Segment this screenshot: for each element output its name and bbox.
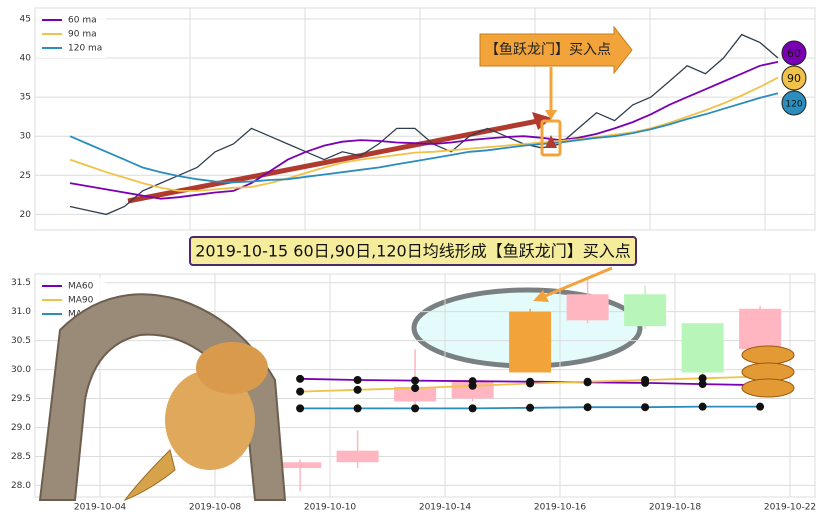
ma-point [411,384,420,393]
y-tick-label: 35 [20,93,31,103]
banner-pointer-head [533,290,549,302]
ma-point [583,403,592,412]
candle-body [394,386,437,402]
candle-body [739,308,782,350]
ma-point [353,385,362,394]
candle-body [681,323,724,373]
ma-point [468,404,477,413]
y-tick-label: 45 [20,14,31,24]
ma-line [69,92,779,184]
ma-badge [781,90,807,116]
annotation-arrow-box [479,25,633,75]
y-tick-label: 31.0 [11,307,31,317]
x-tick-label: 2019-10-14 [419,503,472,513]
y-tick-label: 30 [20,132,32,142]
y-tick-label: 30.0 [11,365,31,375]
y-tick-label: 29.0 [11,423,31,433]
x-tick-label: 2019-10-18 [649,503,702,513]
annotation-pointer-head [545,110,557,120]
ma-point [583,377,592,386]
ma-badge [781,65,807,91]
ma-point [698,374,707,383]
price-line [69,33,779,216]
y-tick-label: 28.0 [11,481,31,491]
ma-point [411,376,420,385]
y-tick-label: 40 [20,54,32,64]
ma-point [353,404,362,413]
y-tick-label: 28.5 [11,452,31,462]
ma-point [411,404,420,413]
candle-body [566,294,609,321]
golden-fish [741,345,795,398]
ma-line [69,76,779,192]
banner-box [189,236,637,266]
ma-point [526,403,535,412]
ma-point [641,375,650,384]
fish-tail [123,449,176,502]
x-tick-label: 2019-10-16 [534,503,587,513]
signal-marker [545,135,557,148]
ma-point [296,387,305,396]
ma-badge-label: 60 [787,47,801,60]
ma-badge [781,40,807,66]
banner-pointer [544,266,613,298]
top-vertical-grid [189,8,766,230]
banner-title: 2019-10-15 60日,90日,120日均线形成【鱼跃龙门】买入点 [195,242,631,261]
ma-point [468,381,477,390]
ma-line [69,61,779,200]
legend-label: 60 ma [68,16,97,26]
trend-arrow [127,118,539,204]
candle-body [336,450,379,463]
legend-label: 120 ma [68,44,102,54]
decoration [38,293,795,502]
y-tick-label: 25 [20,171,31,181]
x-tick-label: 2019-10-10 [304,503,357,513]
candle-body [509,311,552,373]
candle-body [624,294,667,327]
candle-body [279,462,322,469]
ma-point [296,374,305,383]
ma-point [526,379,535,388]
x-tick-label: 2019-10-08 [189,503,242,513]
ma-point [353,375,362,384]
ma-badge-label: 90 [787,72,801,85]
y-tick-label: 20 [20,210,32,220]
ma-point [641,403,650,412]
ma-point [698,402,707,411]
x-tick-label: 2019-10-22 [764,503,816,513]
ma-point [756,402,765,411]
top-chart: 20 25 30 35 40 45 60 ma 90 ma 120 ma 【鱼跃龙门】买入点 60 9… [20,12,815,220]
y-tick-label: 31.5 [11,278,31,288]
annotation: 【鱼跃龙门】买入点 [485,41,611,58]
y-tick-label: 30.5 [11,336,31,346]
legend-label: MA60 [68,282,94,292]
y-tick-label: 29.5 [11,394,31,404]
legend-label: 90 ma [68,30,97,40]
ma-badge-label: 120 [785,100,802,110]
signal-box [540,119,562,157]
x-tick-label: 2019-10-04 [74,503,127,513]
ma-point [698,380,707,389]
ma-point [296,404,305,413]
legend-label: MA90 [68,296,94,306]
dog-body [165,370,255,470]
dog-head [196,342,268,394]
